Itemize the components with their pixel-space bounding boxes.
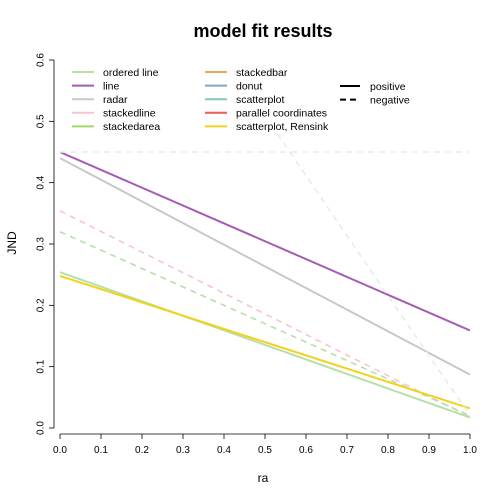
legend-label: ordered line <box>103 67 159 79</box>
x-tick-label: 0.2 <box>135 445 149 456</box>
x-tick-label: 0.8 <box>381 445 395 456</box>
x-axis-label: ra <box>258 471 269 485</box>
legend-style-label: negative <box>370 94 410 106</box>
x-tick-label: 0.0 <box>53 445 67 456</box>
y-tick-label: 0.4 <box>36 175 47 189</box>
x-tick-label: 1.0 <box>463 445 477 456</box>
x-tick-label: 0.9 <box>422 445 436 456</box>
x-tick-label: 0.4 <box>217 445 231 456</box>
legend-label: stackedarea <box>103 121 160 133</box>
series-line-scatterplot-rensink-positive <box>60 274 470 410</box>
y-tick-label: 0.0 <box>36 421 47 435</box>
series-line-ordered-line-negative <box>60 231 470 417</box>
y-tick-label: 0.2 <box>36 298 47 312</box>
y-tick-label: 0.6 <box>36 53 47 67</box>
legend-label: donut <box>236 80 262 92</box>
series-line-radar-positive <box>60 157 470 376</box>
x-tick-label: 0.6 <box>299 445 313 456</box>
y-tick-label: 0.1 <box>36 359 47 373</box>
plot-area <box>60 133 470 419</box>
legend-label: radar <box>103 94 128 106</box>
y-tick-label: 0.5 <box>36 114 47 128</box>
series-line-scatterplot-negative <box>276 133 470 417</box>
x-tick-label: 0.7 <box>340 445 354 456</box>
legend-label: scatterplot <box>236 94 285 106</box>
x-tick-label: 0.1 <box>94 445 108 456</box>
legend-label: parallel coordinates <box>236 108 327 120</box>
legend-label: scatterplot, Rensink <box>236 121 329 133</box>
legend-label: stackedline <box>103 108 156 120</box>
x-tick-label: 0.3 <box>176 445 190 456</box>
y-axis-label: JND <box>5 231 19 255</box>
legend-label: line <box>103 80 120 92</box>
legend-style-label: positive <box>370 81 406 93</box>
y-tick-label: 0.3 <box>36 237 47 251</box>
x-tick-label: 0.5 <box>258 445 272 456</box>
series-line-ordered-line-positive <box>60 271 470 419</box>
series-line-line-positive <box>60 151 470 332</box>
axes: 0.0 0.1 0.2 0.3 0.4 0.5 0.6 0.7 0.8 0.9 1.0 0.0 0.1 0… <box>36 53 478 456</box>
chart-title: model fit results <box>193 21 332 41</box>
legend-label: stackedbar <box>236 67 288 79</box>
